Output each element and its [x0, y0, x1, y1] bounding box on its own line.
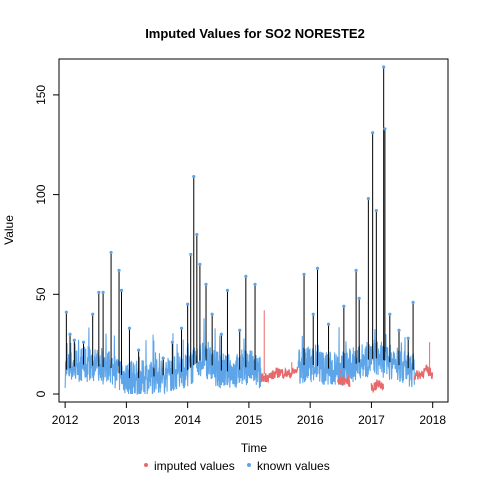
series-layer	[64, 65, 434, 395]
known-peak-point	[315, 266, 320, 270]
y-tick-label: 0	[34, 390, 48, 397]
known-peak-point	[354, 268, 358, 272]
known-peak-point	[137, 348, 141, 352]
known-peak-point	[406, 336, 410, 340]
known-peak-point	[198, 262, 202, 267]
imputed-values-line	[370, 379, 385, 394]
imputed-values-line	[337, 373, 351, 387]
known-peak-point	[97, 290, 101, 294]
known-peak-point	[109, 250, 113, 255]
known-peak-point	[238, 328, 242, 332]
y-tick-label: 50	[34, 287, 48, 301]
known-peak-point	[388, 312, 392, 316]
known-peak-point	[383, 127, 387, 131]
known-peak-point	[64, 310, 68, 314]
known-peak-point	[219, 332, 223, 336]
known-peak-point	[244, 274, 248, 278]
known-peak-point	[411, 300, 415, 304]
legend-marker	[144, 463, 148, 467]
legend-marker	[247, 463, 251, 467]
x-tick-label: 2016	[297, 413, 324, 427]
known-peak-point	[253, 282, 257, 286]
known-peak-point	[195, 232, 199, 237]
x-axis-label: Time	[241, 441, 268, 455]
x-tick-label: 2013	[113, 413, 140, 427]
known-peak-point	[225, 288, 230, 292]
x-tick-label: 2018	[419, 413, 446, 427]
known-peak-point	[81, 340, 86, 344]
y-tick-label: 150	[34, 85, 48, 105]
known-peak-point	[179, 326, 184, 330]
known-peak-point	[192, 175, 196, 179]
y-tick-label: 100	[34, 184, 48, 204]
legend-label: known values	[257, 459, 330, 473]
known-peak-point	[127, 326, 132, 330]
y-axis: 0 50 100 150	[34, 85, 60, 397]
known-peak-point	[117, 268, 121, 272]
known-peak-point	[204, 282, 208, 286]
known-peak-point	[210, 312, 214, 316]
known-peak-point	[357, 296, 361, 300]
data-layer	[64, 65, 434, 395]
y-axis-label: Value	[2, 215, 16, 245]
x-tick-label: 2014	[174, 413, 201, 427]
known-peak-point	[326, 322, 331, 326]
known-peak-point	[101, 290, 105, 294]
known-peak-point	[170, 340, 174, 344]
known-peak-point	[397, 328, 401, 332]
known-peak-point	[186, 302, 190, 306]
x-tick-label: 2012	[52, 413, 79, 427]
known-peak-point	[152, 364, 156, 368]
known-peak-point	[119, 288, 124, 292]
known-peak-point	[366, 196, 370, 201]
known-peak-point	[374, 208, 378, 213]
x-axis: 2012 2013 2014 2015 2016 2017 2018	[52, 401, 446, 427]
legend: imputed values known values	[144, 459, 330, 473]
known-peak-point	[311, 312, 315, 316]
known-peak-point	[189, 252, 193, 257]
x-tick-label: 2015	[236, 413, 263, 427]
known-peak-point	[382, 65, 386, 69]
known-peak-point	[371, 131, 375, 135]
known-peak-point	[68, 332, 72, 336]
x-tick-label: 2017	[358, 413, 385, 427]
legend-label: imputed values	[154, 459, 235, 473]
chart-title: Imputed Values for SO2 NORESTE2	[145, 26, 365, 41]
known-peak-point	[342, 304, 346, 308]
known-peak-point	[91, 312, 95, 316]
known-peak-point	[72, 338, 76, 342]
known-peak-point	[161, 356, 165, 360]
known-peak-point	[302, 272, 306, 276]
